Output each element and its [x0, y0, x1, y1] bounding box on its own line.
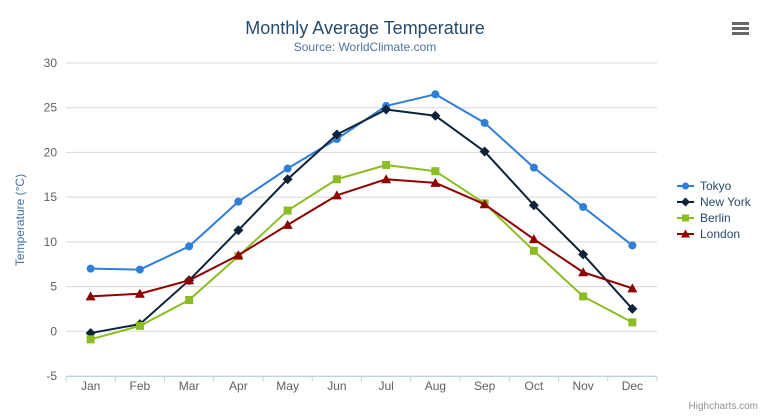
legend-label: London: [700, 227, 741, 241]
data-point-new-york-apr[interactable]: [233, 225, 244, 236]
data-point-new-york-sep[interactable]: [479, 146, 490, 157]
data-point-berlin-dec[interactable]: [628, 318, 637, 327]
data-point-berlin-nov[interactable]: [579, 292, 588, 301]
legend-item-new-york[interactable]: New York: [677, 194, 751, 210]
triangle-legend-marker-icon: [677, 229, 694, 238]
data-point-new-york-nov[interactable]: [578, 249, 589, 260]
square-legend-marker-icon: [677, 214, 694, 222]
context-menu-button[interactable]: [731, 21, 750, 36]
data-point-berlin-jun[interactable]: [332, 175, 341, 184]
y-axis-label: 10: [44, 235, 58, 249]
data-point-tokyo-oct[interactable]: [529, 163, 538, 172]
x-axis-label: Jul: [378, 379, 393, 393]
data-point-london-feb[interactable]: [134, 288, 145, 298]
x-axis-label: Nov: [572, 379, 593, 393]
legend-marker-shape: [681, 197, 690, 207]
data-point-tokyo-aug[interactable]: [431, 90, 440, 99]
series-line-london: [89, 178, 634, 298]
x-axis-label: Dec: [622, 379, 643, 393]
legend-marker-shape: [681, 229, 690, 238]
hamburger-icon: [732, 22, 749, 35]
data-point-london-may[interactable]: [282, 219, 293, 229]
data-point-berlin-jul[interactable]: [382, 160, 391, 169]
data-point-new-york-aug[interactable]: [430, 110, 441, 121]
y-axis-label: 15: [44, 190, 58, 204]
y-axis-label: 20: [44, 145, 58, 159]
chart-title: Monthly Average Temperature: [245, 18, 485, 38]
data-point-new-york-may[interactable]: [282, 174, 293, 185]
data-point-london-jun[interactable]: [331, 190, 342, 200]
data-point-berlin-oct[interactable]: [529, 246, 538, 255]
highcharts-credits-link[interactable]: Highcharts.com: [688, 401, 758, 412]
x-axis-label: May: [276, 379, 299, 393]
data-point-london-aug[interactable]: [430, 177, 441, 187]
data-point-tokyo-mar[interactable]: [185, 242, 194, 251]
x-axis-label: Jan: [81, 379, 100, 393]
legend: Tokyo New York Berlin London: [677, 178, 751, 242]
data-point-new-york-jun[interactable]: [331, 129, 342, 140]
data-point-london-oct[interactable]: [528, 234, 539, 244]
legend-label: Tokyo: [700, 179, 732, 193]
data-point-london-mar[interactable]: [184, 275, 195, 285]
x-axis-label: Sep: [474, 379, 496, 393]
legend-marker-shape: [682, 182, 689, 190]
legend-item-london[interactable]: London: [677, 226, 751, 242]
data-point-tokyo-feb[interactable]: [135, 265, 144, 274]
legend-marker-shape: [682, 214, 689, 222]
x-axis-label: Jun: [327, 379, 346, 393]
y-axis-label: 0: [50, 324, 57, 338]
data-point-berlin-mar[interactable]: [185, 295, 194, 304]
data-point-tokyo-may[interactable]: [283, 164, 292, 173]
data-point-new-york-jul[interactable]: [381, 104, 392, 115]
data-point-london-sep[interactable]: [479, 199, 490, 209]
data-point-berlin-may[interactable]: [283, 206, 292, 215]
data-point-tokyo-nov[interactable]: [579, 202, 588, 211]
y-axis-title: Temperature (°C): [13, 174, 27, 266]
series-line-tokyo: [89, 93, 634, 271]
data-point-tokyo-dec[interactable]: [628, 241, 637, 250]
legend-item-berlin[interactable]: Berlin: [677, 210, 751, 226]
y-axis-label: 30: [44, 56, 58, 70]
circle-legend-marker-icon: [677, 182, 694, 190]
data-point-berlin-aug[interactable]: [431, 167, 440, 176]
x-axis-label: Oct: [525, 379, 544, 393]
legend-label: New York: [700, 195, 751, 209]
data-point-tokyo-apr[interactable]: [234, 197, 243, 206]
data-point-berlin-jan[interactable]: [86, 335, 95, 344]
legend-label: Berlin: [700, 211, 731, 225]
data-point-london-dec[interactable]: [627, 283, 638, 293]
data-point-berlin-feb[interactable]: [135, 321, 144, 330]
legend-item-tokyo[interactable]: Tokyo: [677, 178, 751, 194]
series-line-new-york: [89, 108, 634, 335]
data-point-tokyo-jan[interactable]: [86, 264, 95, 273]
chart-subtitle: Source: WorldClimate.com: [293, 40, 437, 54]
x-axis-label: Apr: [229, 379, 248, 393]
x-axis-label: Aug: [425, 379, 446, 393]
x-axis-label: Feb: [130, 379, 151, 393]
y-axis-label: 25: [44, 101, 58, 115]
y-axis-label: -5: [46, 369, 57, 383]
x-axis-label: Mar: [179, 379, 200, 393]
data-point-london-apr[interactable]: [233, 250, 244, 260]
data-point-london-jul[interactable]: [381, 174, 392, 184]
data-point-tokyo-sep[interactable]: [480, 118, 489, 127]
y-axis-label: 5: [50, 280, 57, 294]
series-line-berlin: [89, 163, 634, 341]
data-point-london-nov[interactable]: [578, 267, 589, 277]
data-point-london-jan[interactable]: [85, 291, 96, 301]
data-point-new-york-oct[interactable]: [528, 200, 539, 211]
diamond-legend-marker-icon: [677, 197, 694, 207]
data-point-new-york-dec[interactable]: [627, 303, 638, 314]
